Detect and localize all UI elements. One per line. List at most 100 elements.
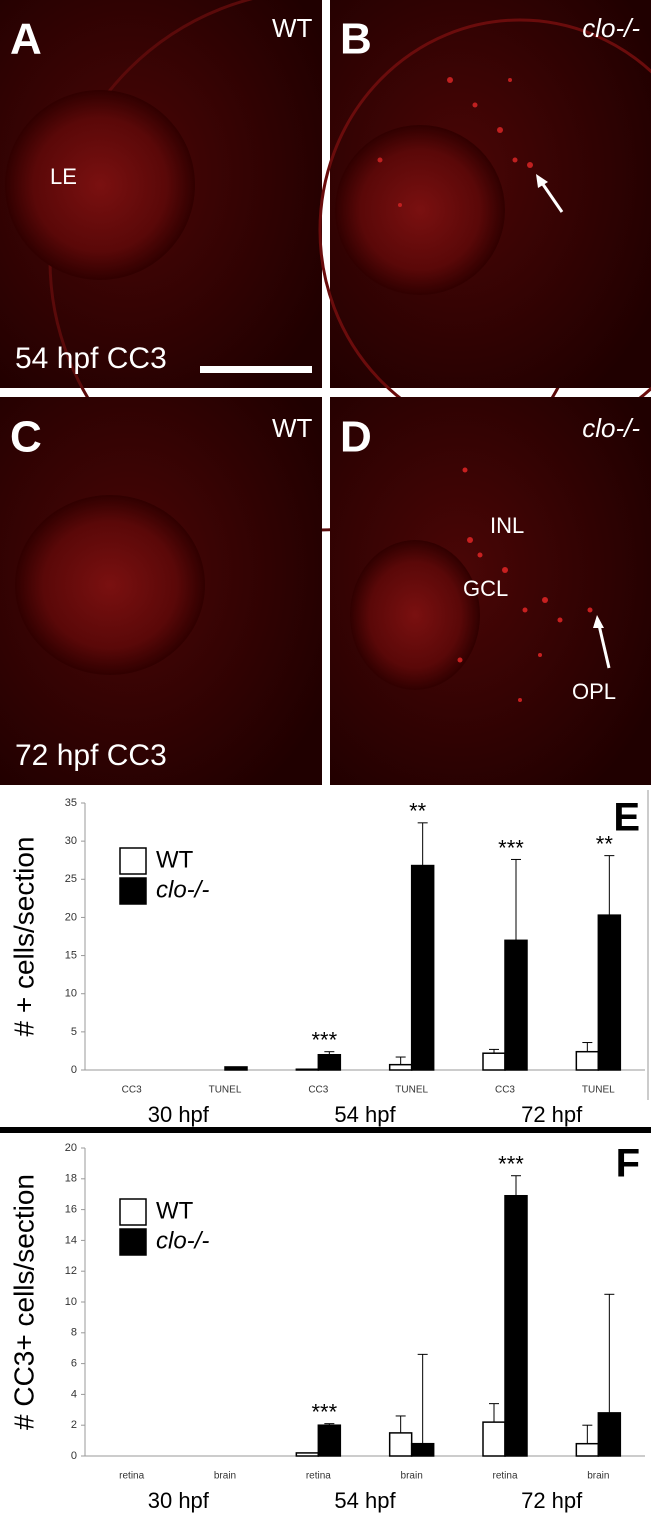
y-tick-label: 20 [65, 911, 77, 923]
genotype: clo-/- [582, 13, 640, 43]
x-tick-label: TUNEL [582, 1085, 615, 1096]
group-label: 54 hpf [334, 1488, 396, 1513]
y-tick-label: 2 [71, 1419, 77, 1431]
arrow [538, 179, 564, 213]
group-label: 72 hpf [521, 1488, 583, 1513]
panel-letter: B [340, 15, 372, 64]
bar [482, 1421, 506, 1457]
panel-label: E [613, 796, 640, 840]
divider [0, 1127, 651, 1133]
significance: *** [311, 1399, 337, 1424]
panel-label: F [616, 1142, 640, 1186]
y-tick-label: 12 [65, 1265, 77, 1277]
panel-letter: A [10, 15, 42, 64]
panel-letter: C [10, 413, 42, 462]
bar [504, 1194, 528, 1457]
scale-bar [200, 366, 312, 373]
y-tick-label: 25 [65, 873, 77, 885]
significance: *** [498, 835, 524, 860]
y-tick-label: 5 [71, 1026, 77, 1038]
y-tick-label: 10 [65, 1296, 77, 1308]
significance: ** [596, 831, 614, 856]
panel-a: A WT LE 54 hpf CC3 [0, 0, 592, 532]
y-tick-label: 6 [71, 1358, 77, 1370]
bar [317, 1053, 342, 1071]
panel-b: B clo-/- [318, 0, 651, 442]
significance: *** [311, 1028, 337, 1053]
x-tick-label: CC3 [308, 1085, 328, 1096]
y-tick-label: 4 [71, 1388, 77, 1400]
bar [597, 1412, 622, 1457]
bar [575, 1050, 600, 1071]
label: INL [490, 513, 524, 538]
panel-d: D clo-/- INL GCL OPL [330, 397, 651, 785]
y-tick-label: 35 [65, 797, 77, 809]
genotype: clo-/- [582, 413, 640, 443]
y-axis-title: # + cells/section [8, 837, 39, 1037]
y-tick-label: 15 [65, 949, 77, 961]
legend-swatch [119, 1228, 147, 1256]
y-tick-label: 30 [65, 835, 77, 847]
y-tick-label: 14 [65, 1234, 77, 1246]
y-tick-label: 10 [65, 988, 77, 1000]
bar [295, 1452, 320, 1457]
lens [335, 125, 505, 295]
y-tick-label: 16 [65, 1204, 77, 1216]
genotype: WT [272, 13, 313, 43]
x-tick-label: CC3 [495, 1085, 515, 1096]
panel-letter: D [340, 413, 372, 462]
group-label: 30 hpf [148, 1102, 210, 1127]
puncta [377, 77, 533, 207]
y-tick-label: 20 [65, 1142, 77, 1154]
bar [388, 1432, 413, 1457]
bar [388, 1063, 413, 1071]
arrow-head [536, 174, 548, 188]
legend-label: WT [156, 846, 194, 873]
x-tick-label: retina [306, 1471, 331, 1482]
label: GCL [463, 576, 508, 601]
arrow-head [593, 615, 604, 628]
arrow [597, 624, 611, 669]
x-tick-label: brain [401, 1471, 423, 1482]
bar [410, 864, 435, 1071]
lens [350, 540, 480, 690]
x-tick-label: CC3 [122, 1085, 142, 1096]
caption: 72 hpf CC3 [15, 739, 167, 772]
x-tick-label: retina [119, 1471, 144, 1482]
y-tick-label: 8 [71, 1327, 77, 1339]
legend-label: clo-/- [156, 876, 209, 903]
genotype: WT [272, 413, 313, 443]
bar [504, 939, 528, 1071]
bar [295, 1068, 320, 1071]
lens [5, 90, 195, 280]
x-tick-label: retina [492, 1471, 517, 1482]
bar [317, 1424, 342, 1457]
y-tick-label: 18 [65, 1173, 77, 1185]
bar [575, 1442, 600, 1457]
legend-label: clo-/- [156, 1227, 209, 1254]
caption: 54 hpf CC3 [15, 342, 167, 375]
y-tick-label: 0 [71, 1450, 77, 1462]
significance: *** [498, 1152, 524, 1177]
puncta [457, 467, 593, 702]
group-label: 30 hpf [148, 1488, 210, 1513]
bar [597, 914, 622, 1071]
legend-swatch [119, 877, 147, 905]
x-tick-label: TUNEL [395, 1085, 428, 1096]
legend-label: WT [156, 1197, 194, 1224]
significance: ** [409, 799, 427, 824]
y-axis-title: # CC3+ cells/section [8, 1174, 39, 1430]
panel-c: C WT 72 hpf CC3 [0, 397, 322, 785]
lens [15, 495, 205, 675]
y-tick-label: 0 [71, 1064, 77, 1076]
group-label: 54 hpf [334, 1102, 396, 1127]
group-label: 72 hpf [521, 1102, 583, 1127]
x-tick-label: brain [587, 1471, 609, 1482]
bar [410, 1442, 435, 1457]
bar [482, 1052, 506, 1071]
x-tick-label: brain [214, 1471, 236, 1482]
bar [224, 1066, 248, 1071]
x-tick-label: TUNEL [209, 1085, 242, 1096]
label: LE [50, 164, 77, 189]
